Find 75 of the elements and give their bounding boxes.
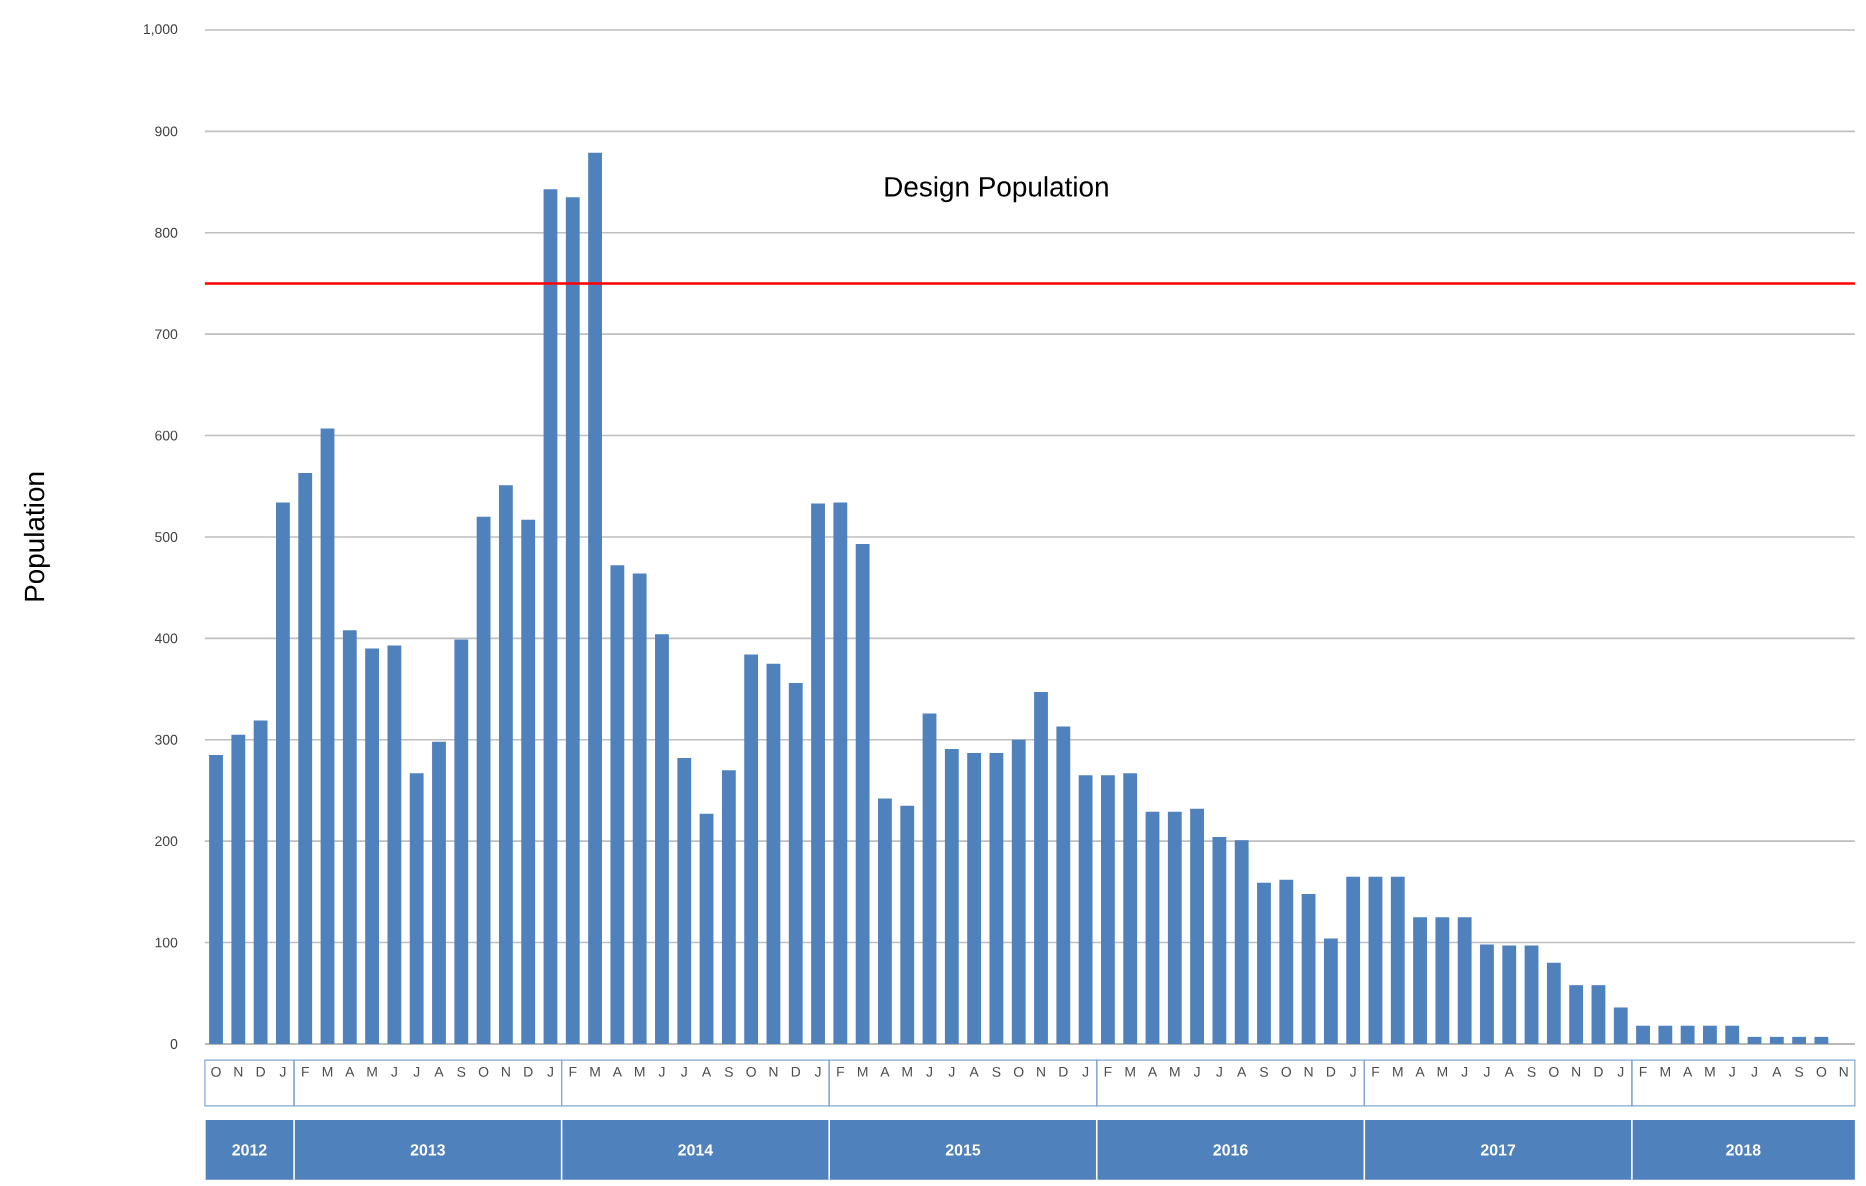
bar [1613,1007,1628,1044]
bar [655,634,669,1044]
bar [1257,882,1271,1044]
bar [1658,1025,1673,1044]
bar [1546,962,1561,1044]
bar [498,485,513,1044]
bar [1569,985,1584,1044]
bar [342,630,357,1044]
bar [1591,985,1606,1044]
bar [1190,808,1205,1044]
bar [1279,879,1294,1044]
bar [1769,1036,1784,1044]
bar [1703,1025,1717,1044]
bar [610,565,625,1044]
bar [1368,876,1383,1044]
bar [900,805,915,1044]
bar [944,748,959,1044]
bar [1056,726,1071,1044]
bar [409,773,424,1044]
bar [1792,1036,1807,1044]
bar [1725,1025,1740,1044]
bar [1413,917,1427,1044]
bar [1034,692,1048,1044]
bar [699,813,714,1044]
bar [1680,1025,1695,1044]
bar [1346,876,1361,1044]
bar [1814,1036,1829,1044]
bar [1502,945,1517,1044]
bar [989,752,1004,1044]
bar [878,798,892,1044]
bar [476,516,491,1044]
bar [1524,945,1539,1044]
bar [1145,811,1160,1044]
bar [922,713,937,1044]
bar [1234,840,1249,1044]
bar [432,741,446,1044]
bar [387,645,402,1044]
bar [1123,773,1138,1044]
bar [1480,944,1494,1044]
bar [565,197,580,1044]
bar [1323,938,1338,1044]
bar [721,770,736,1044]
bar [833,502,848,1044]
bar [320,428,335,1044]
bar [744,654,759,1044]
bar [855,544,870,1044]
bar [766,663,781,1044]
bar [1011,739,1026,1044]
bar [1435,917,1450,1044]
bar [588,152,602,1044]
bar [231,734,246,1044]
bar [253,720,268,1044]
bar [811,503,825,1044]
bar [543,189,558,1044]
bar [1078,775,1093,1044]
bar [677,758,692,1044]
y-axis-title: Population [23,472,50,601]
bar [521,519,536,1044]
bar [276,502,290,1044]
ref-line-label: Design Population [885,176,1108,203]
bar [632,573,647,1044]
bar [1301,893,1316,1044]
bar [1100,775,1115,1044]
bar [1167,811,1182,1044]
bar [1747,1036,1762,1044]
bar [1212,837,1227,1044]
bar [365,648,380,1044]
bar [788,682,803,1044]
bar [1636,1025,1650,1044]
bar [298,473,313,1044]
bar [1457,917,1472,1044]
bar [1390,876,1405,1044]
bar [967,752,982,1044]
bar [209,754,223,1044]
bar [454,639,469,1044]
